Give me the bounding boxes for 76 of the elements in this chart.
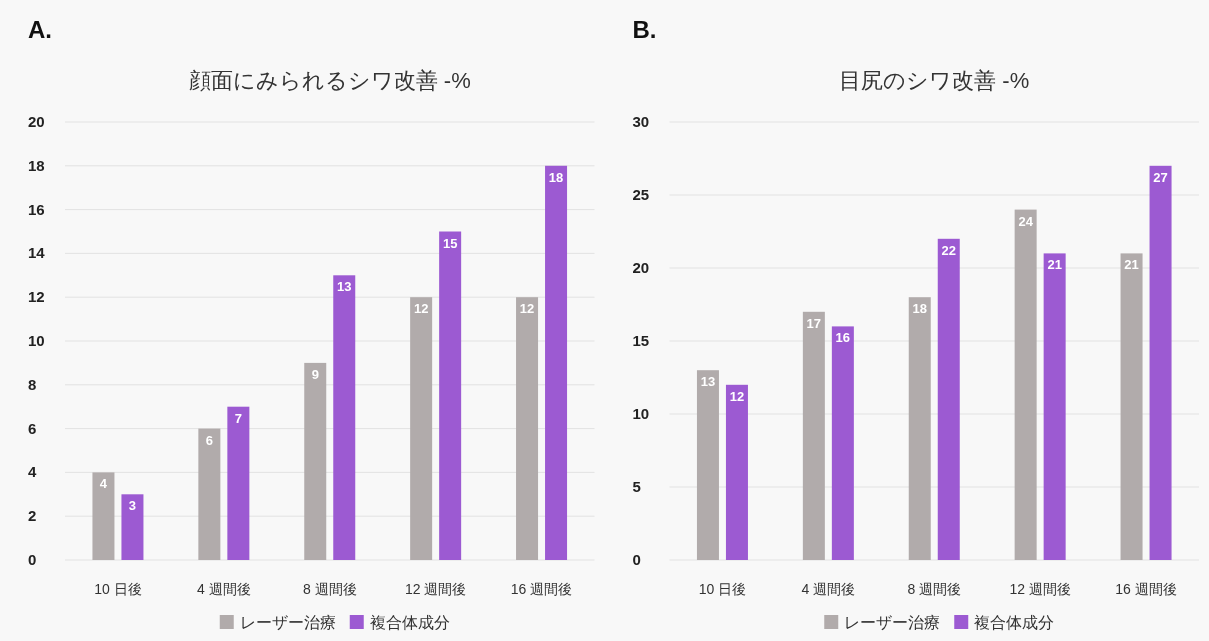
y-tick-label: 5 xyxy=(632,478,641,495)
bar xyxy=(121,494,144,560)
x-tick-label: 16 週間後 xyxy=(1115,581,1177,597)
legend-label: 複合体成分 xyxy=(369,614,450,631)
data-label: 22 xyxy=(941,242,956,258)
data-label: 3 xyxy=(128,498,137,514)
data-label: 24 xyxy=(1018,213,1034,229)
bar xyxy=(1149,165,1172,560)
y-tick-label: 14 xyxy=(28,244,46,262)
y-tick-label: 6 xyxy=(28,419,37,437)
bar xyxy=(92,472,115,560)
legend-label: レーザー治療 xyxy=(844,614,941,631)
bar xyxy=(908,297,931,560)
y-tick-label: 0 xyxy=(632,551,641,568)
data-label: 21 xyxy=(1047,257,1062,273)
y-tick-label: 2 xyxy=(28,507,37,525)
x-tick-label: 12 週間後 xyxy=(404,581,467,597)
bar xyxy=(227,406,250,560)
bar xyxy=(831,326,854,560)
y-tick-label: 4 xyxy=(28,463,37,481)
bar xyxy=(198,428,221,560)
data-label: 13 xyxy=(337,279,352,295)
data-label: 12 xyxy=(729,388,745,404)
x-tick-label: 8 週間後 xyxy=(907,581,962,597)
data-label: 7 xyxy=(234,410,242,426)
bar xyxy=(1120,253,1143,560)
bar xyxy=(439,231,462,560)
bar xyxy=(333,275,356,560)
x-tick-label: 8 週間後 xyxy=(302,581,357,597)
data-label: 9 xyxy=(311,366,319,382)
bar xyxy=(410,297,433,560)
bar xyxy=(516,297,539,560)
data-label: 12 xyxy=(413,301,429,317)
y-tick-label: 20 xyxy=(28,113,45,130)
x-tick-label: 4 週間後 xyxy=(197,581,251,597)
bar xyxy=(696,370,719,560)
legend-label: レーザー治療 xyxy=(239,614,336,631)
bar xyxy=(545,165,568,560)
y-tick-label: 10 xyxy=(28,332,45,349)
y-tick-label: 20 xyxy=(632,259,650,276)
y-tick-label: 16 xyxy=(28,200,45,218)
data-label: 17 xyxy=(806,315,822,331)
data-label: 6 xyxy=(205,432,213,448)
x-tick-label: 4 週間後 xyxy=(801,581,856,597)
data-label: 18 xyxy=(912,301,927,317)
text: B. xyxy=(632,16,657,43)
y-tick-label: 12 xyxy=(28,288,45,306)
x-tick-label: 16 週間後 xyxy=(510,581,573,597)
bar xyxy=(802,311,825,560)
bar xyxy=(725,384,748,560)
chart-title: 目尻のシワ改善 -% xyxy=(839,68,1030,93)
y-tick-label: 25 xyxy=(632,186,650,203)
y-tick-label: 18 xyxy=(28,156,45,174)
bar xyxy=(1043,253,1066,560)
y-tick-label: 10 xyxy=(632,405,650,422)
data-label: 18 xyxy=(548,169,564,185)
bar xyxy=(937,238,960,560)
data-label: 15 xyxy=(442,235,458,251)
data-label: 27 xyxy=(1153,169,1168,185)
data-label: 16 xyxy=(835,330,851,346)
data-label: 21 xyxy=(1124,257,1139,273)
data-label: 4 xyxy=(99,476,108,492)
data-label: 12 xyxy=(519,301,535,317)
data-label: 13 xyxy=(700,374,716,390)
bar xyxy=(1014,209,1037,560)
y-tick-label: 30 xyxy=(632,113,650,130)
y-tick-label: 8 xyxy=(28,375,37,393)
y-tick-label: 0 xyxy=(28,551,37,568)
x-tick-label: 12 週間後 xyxy=(1009,581,1071,597)
chart-title: 顔面にみられるシワ改善 -% xyxy=(188,68,471,93)
x-tick-label: 10 日後 xyxy=(94,581,142,597)
y-tick-label: 15 xyxy=(632,332,650,349)
text: A. xyxy=(28,16,52,43)
legend-label: 複合体成分 xyxy=(974,614,1055,631)
x-tick-label: 10 日後 xyxy=(698,581,747,597)
bar xyxy=(304,362,327,560)
